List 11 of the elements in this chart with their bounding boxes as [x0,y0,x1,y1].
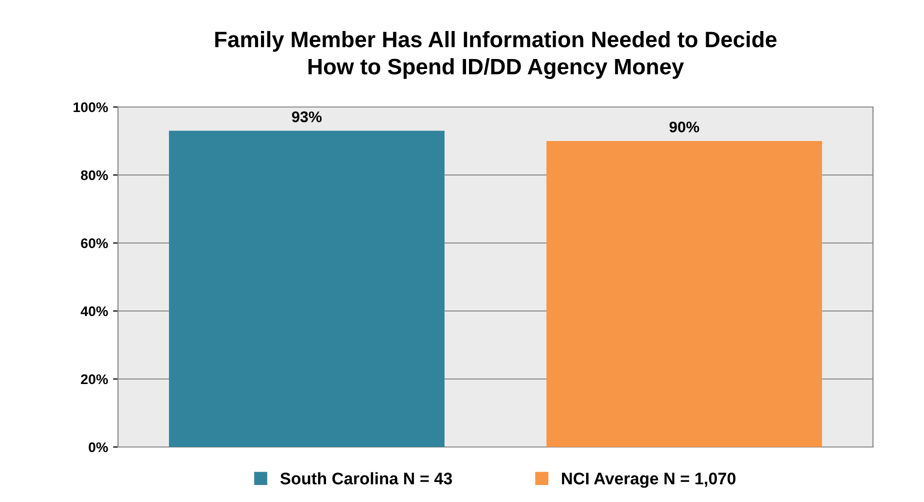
y-tick-label: 0% [88,442,108,452]
data-label: 93% [292,111,322,122]
y-tick-label: 80% [80,170,108,180]
y-tick-label: 60% [80,238,108,248]
y-tick-label: 40% [80,306,108,316]
y-tick-label: 20% [80,374,108,384]
chart-title: Family Member Has All Information Needed to Decide How to Spend ID/DD Agency Money [215,31,776,79]
y-tick-label: 100% [74,102,108,112]
legend-label: NCI Average N = 1,070 [562,472,736,488]
data-label: 90% [669,122,700,132]
legend-label: South Carolina N = 43 [280,472,452,484]
